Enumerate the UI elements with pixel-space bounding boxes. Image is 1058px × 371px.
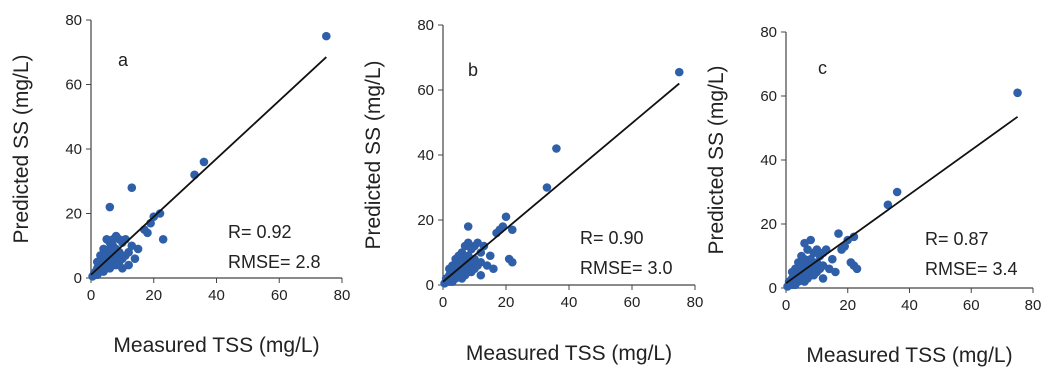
y-tick-label: 40 bbox=[417, 147, 434, 164]
chart-panel-b: 0 20 40 60 80 0 20 40 60 80 Measured TSS (mg/L) Pre… bbox=[362, 17, 703, 365]
data-point bbox=[476, 248, 486, 257]
data-point bbox=[489, 264, 498, 274]
data-point bbox=[783, 282, 792, 291]
x-tick-label: 60 bbox=[963, 297, 980, 314]
data-point bbox=[852, 264, 862, 274]
stat-annotation: RMSE= 3.4 bbox=[925, 259, 1018, 279]
data-point bbox=[440, 279, 449, 288]
data-point bbox=[831, 267, 840, 277]
data-point bbox=[883, 200, 893, 210]
x-tick-label: 20 bbox=[498, 294, 515, 311]
x-axis-label: Measured TSS (mg/L) bbox=[806, 344, 1012, 367]
stat-annotation: R= 0.92 bbox=[228, 222, 292, 242]
y-tick-label: 40 bbox=[65, 141, 82, 158]
x-tick-label: 0 bbox=[439, 294, 447, 311]
y-tick-label: 0 bbox=[426, 277, 434, 294]
data-point bbox=[143, 228, 152, 238]
data-point bbox=[508, 225, 517, 235]
panel-label: b bbox=[468, 60, 478, 80]
x-axis-label: Measured TSS (mg/L) bbox=[466, 342, 672, 365]
stat-annotation: RMSE= 3.0 bbox=[580, 258, 673, 278]
data-point bbox=[834, 229, 843, 238]
data-point bbox=[127, 183, 137, 192]
data-point bbox=[837, 245, 846, 254]
panel-label: c bbox=[818, 58, 827, 78]
regression-line bbox=[785, 116, 1019, 284]
x-tick-label: 0 bbox=[782, 297, 790, 314]
data-point bbox=[99, 244, 108, 254]
y-tick-label: 40 bbox=[760, 152, 777, 169]
regression-line bbox=[90, 56, 327, 276]
y-tick-label: 0 bbox=[74, 270, 82, 287]
data-point bbox=[102, 235, 111, 244]
data-point bbox=[542, 183, 552, 192]
x-tick-label: 60 bbox=[271, 287, 288, 304]
x-tick-label: 60 bbox=[624, 294, 641, 311]
panel-label: a bbox=[118, 50, 129, 70]
data-point bbox=[199, 157, 209, 167]
y-tick-label: 0 bbox=[769, 280, 777, 297]
data-point bbox=[800, 238, 809, 248]
y-tick-label: 20 bbox=[65, 206, 82, 223]
y-tick-label: 60 bbox=[760, 88, 777, 105]
stat-annotation: R= 0.90 bbox=[580, 228, 644, 248]
stat-annotation: R= 0.87 bbox=[925, 229, 989, 249]
data-point bbox=[674, 67, 684, 77]
data-point bbox=[803, 245, 812, 254]
x-axis-label: Measured TSS (mg/L) bbox=[113, 334, 319, 357]
data-point bbox=[818, 274, 828, 283]
data-point bbox=[88, 272, 97, 281]
data-point bbox=[828, 254, 837, 264]
y-tick-label: 60 bbox=[417, 82, 434, 99]
y-axis-label: Predicted SS (mg/L) bbox=[362, 60, 385, 249]
data-point bbox=[501, 212, 511, 222]
data-point bbox=[130, 254, 140, 263]
y-tick-label: 20 bbox=[417, 212, 434, 229]
x-tick-label: 40 bbox=[901, 297, 918, 314]
data-point bbox=[451, 254, 460, 264]
data-point bbox=[463, 222, 473, 231]
x-tick-label: 0 bbox=[87, 287, 95, 304]
data-point bbox=[485, 251, 495, 261]
y-tick-label: 80 bbox=[65, 12, 82, 29]
chart-panel-a: 0 20 40 60 80 0 20 40 60 80 Measured TSS (mg/L) Pre… bbox=[10, 12, 350, 357]
y-tick-label: 60 bbox=[65, 77, 82, 94]
y-axis-label: Predicted SS (mg/L) bbox=[10, 54, 33, 243]
data-point bbox=[158, 235, 168, 244]
y-tick-label: 80 bbox=[417, 17, 434, 34]
x-tick-label: 40 bbox=[561, 294, 578, 311]
data-point bbox=[508, 257, 517, 267]
data-point bbox=[96, 251, 105, 260]
x-tick-label: 20 bbox=[145, 287, 162, 304]
data-point bbox=[787, 267, 797, 277]
data-point bbox=[892, 187, 902, 197]
y-axis-label: Predicted SS (mg/L) bbox=[705, 65, 728, 254]
x-tick-label: 80 bbox=[334, 287, 351, 304]
chart-panel-c: 0 20 40 60 80 0 20 40 60 80 Measured TSS (mg/L) Pre… bbox=[705, 24, 1041, 367]
regression-line bbox=[442, 82, 680, 283]
data-point bbox=[1013, 88, 1022, 98]
data-point bbox=[460, 241, 470, 251]
data-point bbox=[476, 270, 486, 280]
x-tick-label: 80 bbox=[1025, 297, 1042, 314]
y-tick-label: 20 bbox=[760, 216, 777, 233]
data-point bbox=[92, 257, 102, 267]
data-point bbox=[322, 31, 331, 41]
stat-annotation: RMSE= 2.8 bbox=[228, 252, 321, 272]
data-point bbox=[552, 144, 561, 153]
data-point bbox=[794, 258, 803, 267]
data-point bbox=[118, 264, 127, 273]
data-point bbox=[133, 244, 143, 254]
x-tick-label: 40 bbox=[208, 287, 225, 304]
data-point bbox=[797, 251, 806, 261]
x-tick-label: 80 bbox=[687, 294, 704, 311]
data-point bbox=[105, 202, 115, 212]
data-point bbox=[445, 264, 454, 274]
y-tick-label: 80 bbox=[760, 24, 777, 41]
x-tick-label: 20 bbox=[839, 297, 856, 314]
